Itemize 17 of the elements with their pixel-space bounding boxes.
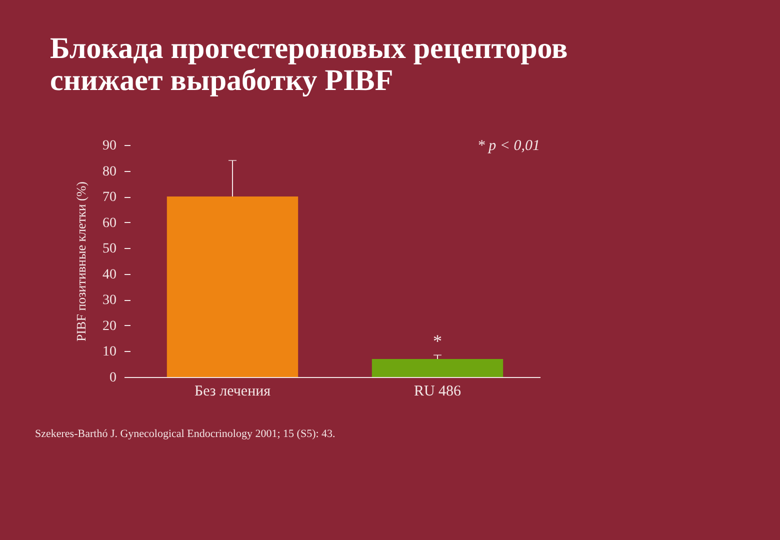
annotation: * — [433, 331, 442, 352]
y-tick-label: 30 — [102, 293, 116, 308]
y-tick-label: 90 — [102, 138, 116, 154]
y-tick-label: 50 — [102, 242, 116, 257]
chart-title: Блокада прогестероновых рецепторов снижает выработку PIBF — [50, 32, 568, 97]
y-tick-label: 20 — [102, 318, 116, 334]
text: Szekeres-Barthó J. Gynecological Endocrinology 2001; 15 (S5): 43. — [35, 428, 336, 440]
y-axis-title: PIBF позитивные клетки (%) — [74, 181, 88, 342]
y-tick-label: 80 — [102, 164, 116, 180]
y-tick-label: 0 — [110, 370, 116, 386]
x-tick-label: Без лечения — [194, 384, 271, 400]
y-tick-label: 60 — [102, 216, 116, 231]
y-tick-label: 40 — [102, 267, 116, 282]
y-tick-label: 10 — [102, 344, 116, 360]
annotation: * p < 0,01 — [477, 138, 540, 154]
x-tick-label: RU 486 — [414, 384, 462, 400]
y-tick-label: 70 — [102, 190, 116, 206]
